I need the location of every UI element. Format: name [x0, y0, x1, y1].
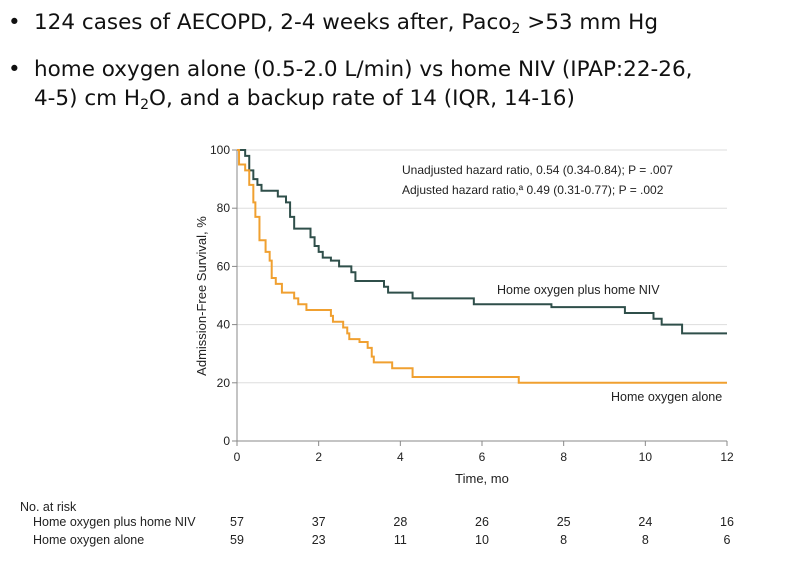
x-tick-label: 6	[479, 450, 486, 464]
series-label-alone: Home oxygen alone	[611, 390, 722, 404]
x-tick-label: 4	[397, 450, 404, 464]
risk-row-label: Home oxygen plus home NIV	[33, 515, 196, 529]
bullet-text: O, and a backup rate of 14 (IQR, 14-16)	[149, 86, 575, 111]
annotation-adjusted: Adjusted hazard ratio,ª 0.49 (0.31-0.77)…	[402, 183, 664, 197]
y-tick-label: 100	[210, 143, 230, 157]
subscript: 2	[140, 97, 150, 113]
y-tick-label: 80	[217, 201, 231, 215]
y-tick-label: 20	[217, 376, 231, 390]
annotation-unadjusted: Unadjusted hazard ratio, 0.54 (0.34-0.84…	[402, 163, 673, 177]
bullet-1: • 124 cases of AECOPD, 2-4 weeks after, …	[8, 8, 658, 37]
subscript: 2	[511, 21, 521, 37]
risk-value: 16	[720, 515, 734, 529]
risk-value: 25	[556, 515, 571, 529]
y-tick-label: 0	[223, 434, 230, 448]
y-tick-label: 40	[217, 318, 231, 332]
series-label-niv: Home oxygen plus home NIV	[497, 283, 660, 297]
risk-row-label: Home oxygen alone	[33, 533, 145, 547]
bullet-text-line1: home oxygen alone (0.5-2.0 L/min) vs hom…	[34, 57, 693, 82]
risk-value: 8	[641, 533, 649, 547]
risk-value: 57	[230, 515, 244, 529]
risk-value: 24	[638, 515, 653, 529]
y-axis-label: Admission-Free Survival, %	[194, 216, 209, 376]
risk-value: 8	[560, 533, 568, 547]
x-tick-label: 8	[560, 450, 567, 464]
risk-table-title: No. at risk	[20, 500, 77, 514]
bullet-2: • home oxygen alone (0.5-2.0 L/min) vs h…	[8, 55, 692, 113]
risk-value: 59	[230, 533, 244, 547]
risk-value: 26	[475, 515, 489, 529]
x-axis-label: Time, mo	[455, 471, 509, 486]
bullet-text: 4-5) cm H	[34, 86, 141, 111]
bullet-dot: •	[8, 57, 21, 82]
bullet-text: >53 mm Hg	[520, 10, 658, 35]
y-tick-label: 60	[217, 259, 231, 273]
risk-value: 11	[393, 533, 407, 547]
bullet-dot: •	[8, 10, 21, 35]
x-tick-label: 2	[315, 450, 322, 464]
series-line-alone	[237, 149, 727, 384]
bullet-text: 124 cases of AECOPD, 2-4 weeks after, Pa…	[34, 10, 512, 35]
x-tick-label: 0	[234, 450, 241, 464]
risk-value: 28	[393, 515, 408, 529]
x-tick-label: 10	[639, 450, 653, 464]
series-line-niv	[237, 149, 727, 335]
x-tick-label: 12	[720, 450, 734, 464]
risk-value: 37	[311, 515, 326, 529]
risk-value: 6	[723, 533, 731, 547]
risk-value: 23	[311, 533, 326, 547]
risk-value: 10	[475, 533, 489, 547]
